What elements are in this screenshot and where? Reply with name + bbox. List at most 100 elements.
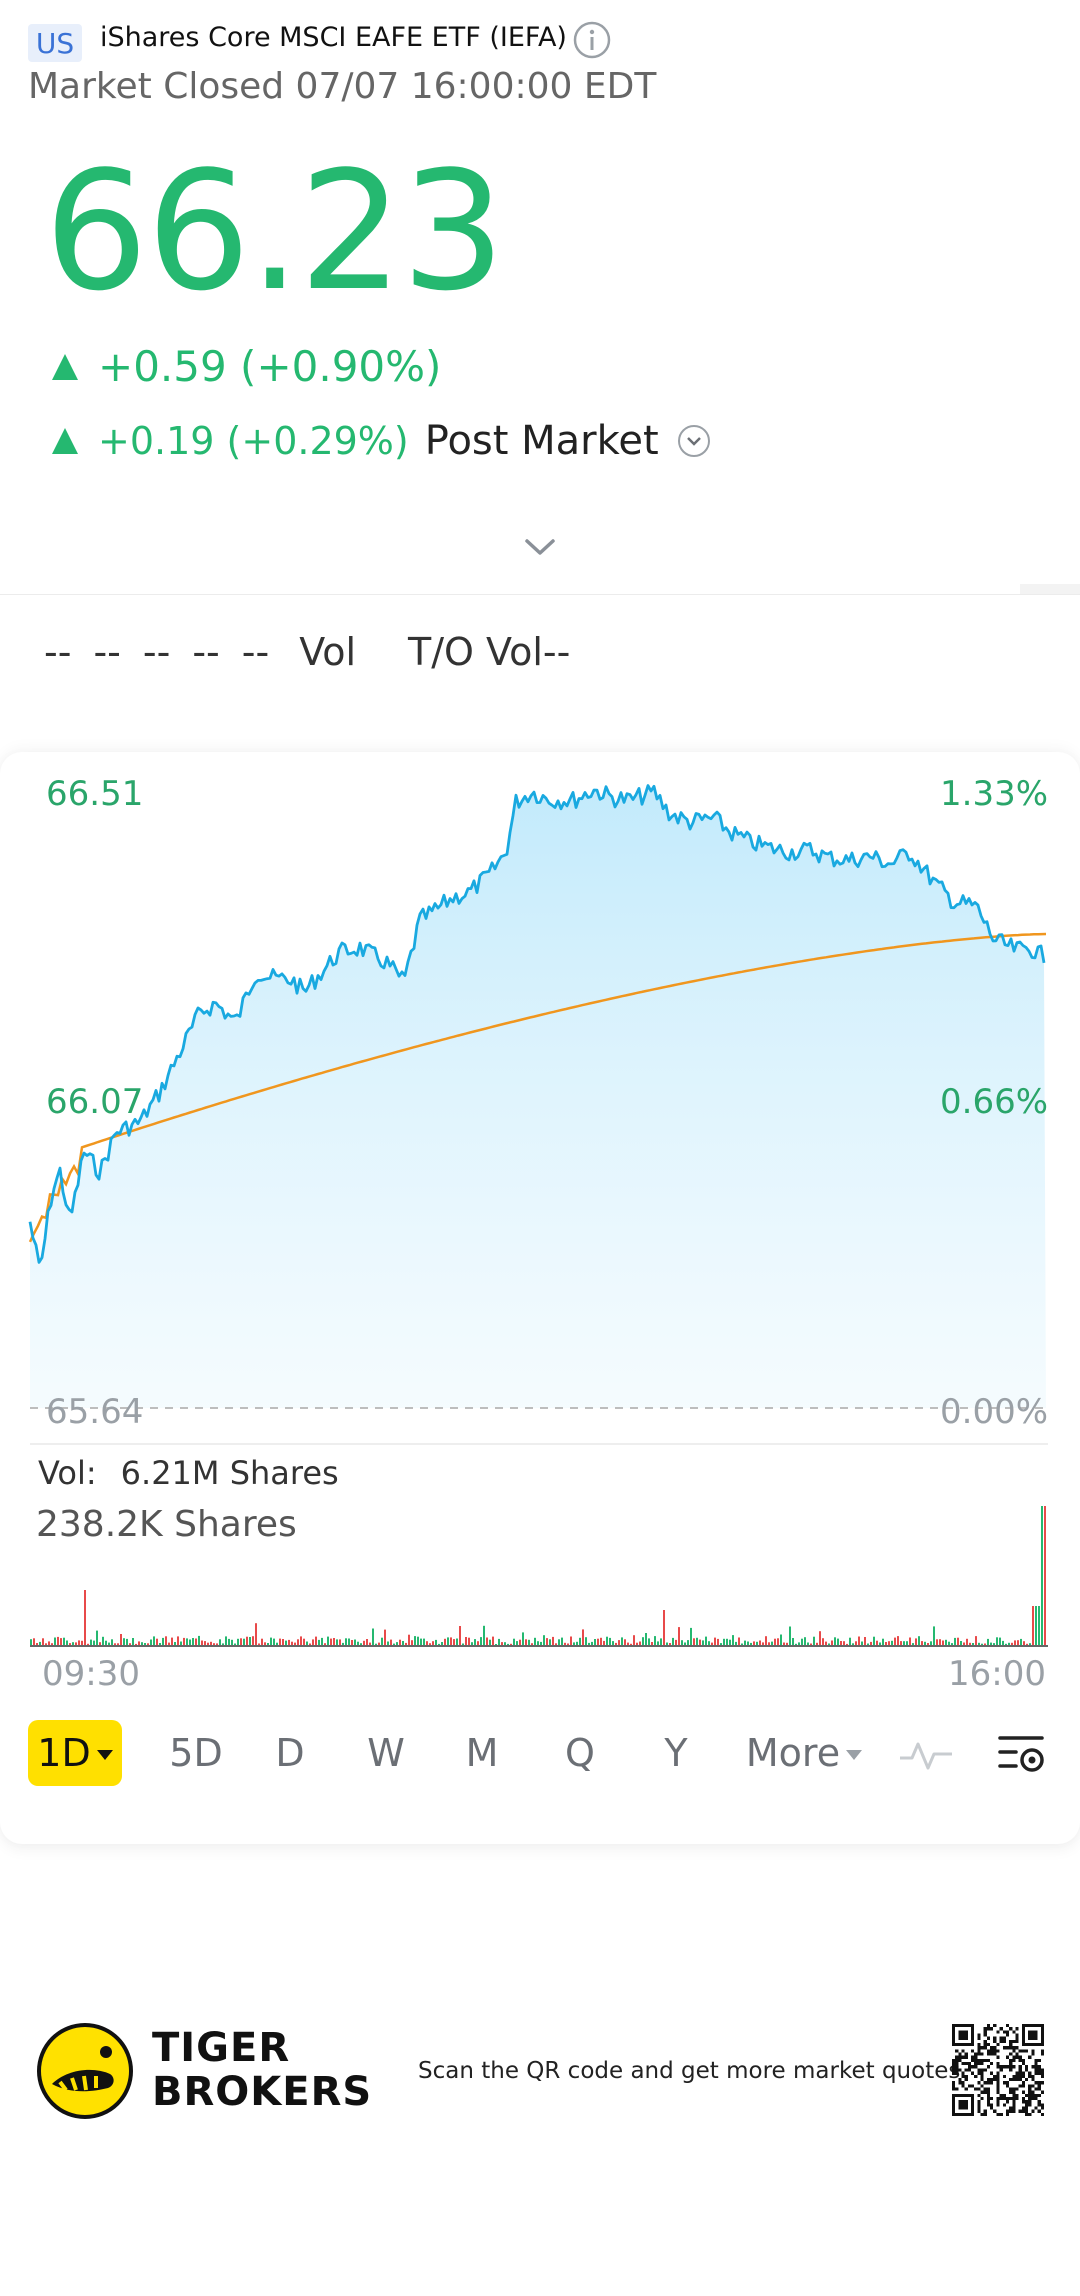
- volume-bar: [156, 1638, 158, 1646]
- volume-bar: [717, 1638, 719, 1646]
- volume-bar: [1011, 1642, 1013, 1646]
- volume-bar: [576, 1641, 578, 1646]
- volume-bar: [954, 1637, 956, 1646]
- tab-more[interactable]: More: [724, 1720, 884, 1786]
- volume-value: 6.21M Shares: [120, 1454, 339, 1492]
- tab-label: D: [275, 1731, 305, 1775]
- volume-bar: [909, 1637, 911, 1646]
- volume-bar: [432, 1641, 434, 1646]
- volume-bar: [1017, 1640, 1019, 1646]
- volume-bar: [39, 1641, 41, 1646]
- volume-bar: [927, 1643, 929, 1646]
- volume-bar: [639, 1641, 641, 1646]
- volume-bar: [459, 1626, 461, 1646]
- volume-bar: [441, 1642, 443, 1646]
- volume-bar: [822, 1638, 824, 1646]
- volume-bar: [507, 1643, 509, 1646]
- volume-bar: [852, 1643, 854, 1646]
- volume-bar: [255, 1623, 257, 1646]
- volume-bar: [267, 1643, 269, 1646]
- volume-bar: [318, 1639, 320, 1646]
- volume-bar: [231, 1639, 233, 1646]
- volume-bar: [1038, 1606, 1040, 1646]
- y-tick-left-mid: 66.07: [46, 1082, 144, 1122]
- volume-bar: [630, 1643, 632, 1646]
- chevron-down-circle-icon[interactable]: [677, 424, 711, 458]
- volume-bar: [45, 1643, 47, 1646]
- tab-w[interactable]: W: [346, 1720, 426, 1786]
- volume-bar: [570, 1636, 572, 1646]
- volume-bar: [600, 1637, 602, 1646]
- volume-bar: [984, 1643, 986, 1646]
- volume-bar: [30, 1639, 32, 1646]
- volume-bar: [426, 1641, 428, 1646]
- stats-row: -- -- -- -- -- Vol T/O Vol--: [44, 630, 592, 674]
- volume-bar: [723, 1638, 725, 1646]
- tab-d[interactable]: D: [250, 1720, 330, 1786]
- volume-bar: [813, 1636, 815, 1646]
- volume-bar: [720, 1643, 722, 1646]
- volume-bar: [108, 1642, 110, 1646]
- volume-bar: [663, 1610, 665, 1646]
- volume-bar: [552, 1636, 554, 1646]
- volume-bar: [573, 1642, 575, 1646]
- volume-bar: [1014, 1640, 1016, 1646]
- volume-bar: [102, 1636, 104, 1646]
- volume-bar: [189, 1639, 191, 1646]
- volume-bar: [486, 1637, 488, 1646]
- volume-bar: [462, 1643, 464, 1646]
- volume-bar: [63, 1637, 65, 1646]
- volume-bar: [867, 1643, 869, 1646]
- volume-bar: [324, 1643, 326, 1646]
- tab-y[interactable]: Y: [636, 1720, 716, 1786]
- volume-bar: [579, 1637, 581, 1646]
- volume-bar: [453, 1639, 455, 1646]
- volume-bar: [1032, 1606, 1034, 1646]
- y-tick-right-high: 1.33%: [940, 774, 1049, 814]
- indicator-toggle-icon[interactable]: [898, 1734, 954, 1774]
- volume-bar: [435, 1639, 437, 1646]
- expand-chevron-icon[interactable]: [522, 534, 558, 560]
- tab-1d[interactable]: 1D: [28, 1720, 122, 1786]
- volume-bar: [585, 1637, 587, 1646]
- volume-bar: [57, 1636, 59, 1646]
- volume-bar: [768, 1642, 770, 1646]
- volume-bar: [834, 1637, 836, 1646]
- volume-bar: [123, 1638, 125, 1646]
- tab-label: More: [745, 1731, 841, 1775]
- volume-bar: [237, 1638, 239, 1646]
- volume-bar: [195, 1638, 197, 1646]
- volume-bar: [399, 1639, 401, 1646]
- volume-bar: [438, 1643, 440, 1646]
- market-badge: US: [28, 24, 82, 62]
- volume-bar: [390, 1639, 392, 1646]
- volume-bar: [129, 1643, 131, 1646]
- divider-tab: [1020, 584, 1080, 594]
- info-icon[interactable]: [572, 20, 612, 60]
- brand-line-2: BROKERS: [152, 2069, 373, 2115]
- volume-bar: [414, 1636, 416, 1646]
- plot-layer: [28, 784, 1047, 1408]
- post-market-row: +0.19 (+0.29%) Post Market: [52, 418, 711, 464]
- volume-bar: [669, 1643, 671, 1646]
- volume-bar: [618, 1640, 620, 1646]
- volume-bar: [606, 1636, 608, 1646]
- volume-bar: [711, 1642, 713, 1646]
- tab-5d[interactable]: 5D: [148, 1720, 244, 1786]
- volume-bar: [111, 1639, 113, 1646]
- intraday-chart[interactable]: [0, 752, 1080, 1712]
- volume-bar: [138, 1641, 140, 1646]
- volume-bar: [303, 1638, 305, 1646]
- tab-q[interactable]: Q: [540, 1720, 620, 1786]
- volume-bar: [681, 1640, 683, 1646]
- volume-bar: [969, 1642, 971, 1646]
- turnover-vol-label: T/O Vol--: [408, 630, 571, 674]
- volume-bar: [141, 1642, 143, 1646]
- chart-settings-icon[interactable]: [996, 1730, 1048, 1778]
- tab-m[interactable]: M: [442, 1720, 522, 1786]
- volume-bar: [1020, 1638, 1022, 1646]
- volume-bar: [327, 1636, 329, 1646]
- volume-bar: [243, 1638, 245, 1646]
- qr-code-icon[interactable]: [952, 2024, 1044, 2116]
- volume-bar: [456, 1638, 458, 1646]
